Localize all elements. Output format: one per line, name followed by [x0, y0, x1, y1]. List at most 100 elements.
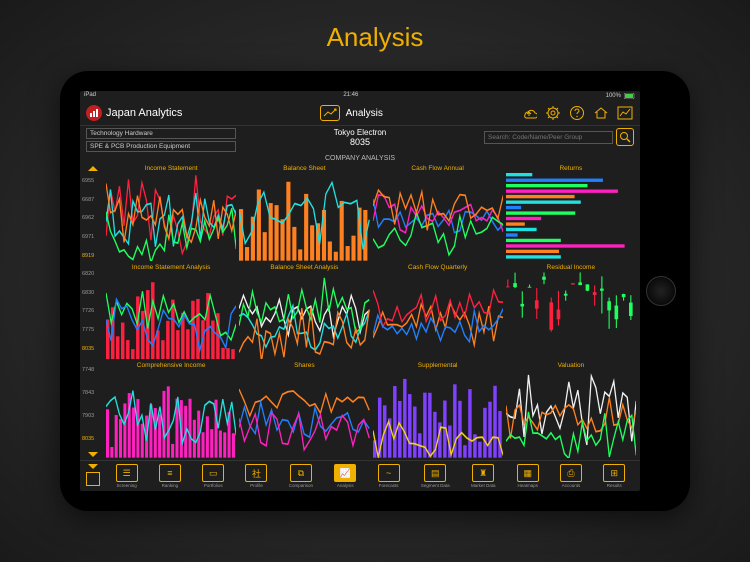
search-icon[interactable] [616, 128, 634, 146]
nav-icon: ⊞ [603, 464, 625, 482]
section-title: COMPANY ANALYSIS [80, 154, 640, 163]
nav-icon: ☰ [116, 464, 138, 482]
nav-icon: ≡ [159, 464, 181, 482]
chart-cell[interactable]: Income Statement [106, 165, 236, 261]
tick-code[interactable]: 6962 [82, 215, 104, 221]
page-heading: Analysis [327, 22, 424, 53]
tick-code[interactable]: 8035 [82, 436, 104, 442]
scroll-down-icon[interactable] [88, 452, 98, 457]
chart-cell[interactable]: Income Statement Analysis [106, 264, 236, 360]
nav-label: Market Data [471, 483, 496, 488]
notes-icon[interactable] [86, 472, 100, 486]
nav-icon: ⧉ [290, 464, 312, 482]
chart-cell[interactable]: Shares [239, 362, 369, 458]
nav-icon: ♜ [472, 464, 494, 482]
nav-item-market-data[interactable]: ♜Market Data [471, 464, 496, 488]
home-button[interactable] [646, 276, 676, 306]
nav-label: Accounts [562, 483, 581, 488]
chart-title: Balance Sheet Analysis [239, 264, 369, 272]
tick-code[interactable]: 7775 [82, 327, 104, 333]
chart-cell[interactable]: Comprehensive Income [106, 362, 236, 458]
chart-body [106, 370, 236, 458]
tick-code[interactable]: 7726 [82, 308, 104, 314]
status-device: iPad [84, 92, 96, 100]
nav-label: Comparison [289, 483, 313, 488]
tick-code[interactable]: 6830 [82, 290, 104, 296]
nav-item-analysis[interactable]: 📈Analysis [334, 464, 356, 488]
status-bar: iPad 21:46 100% [80, 91, 640, 101]
tick-code[interactable]: 6955 [82, 178, 104, 184]
nav-label: Results [607, 483, 622, 488]
nav-item-forecasts[interactable]: ~Forecasts [378, 464, 400, 488]
chart-cell[interactable]: Residual Income [506, 264, 636, 360]
nav-icon: ▤ [424, 464, 446, 482]
category-box: Technology Hardware SPE & PCB Production… [86, 128, 236, 152]
nav-item-screening[interactable]: ☰Screening [116, 464, 138, 488]
nav-item-segment-data[interactable]: ▤Segment Data [421, 464, 450, 488]
chart-cell[interactable]: Supplemental [373, 362, 503, 458]
chart-cell[interactable]: Balance Sheet Analysis [239, 264, 369, 360]
search-box [484, 128, 634, 146]
nav-item-portfolios[interactable]: ▭Portfolios [202, 464, 224, 488]
tick-code[interactable]: 8035 [82, 346, 104, 352]
chart-title: Income Statement [106, 165, 236, 173]
chart-title: Shares [239, 362, 369, 370]
help-icon[interactable] [568, 104, 586, 122]
chart-body [506, 173, 636, 261]
nav-icon: ⎙ [560, 464, 582, 482]
nav-item-accounts[interactable]: ⎙Accounts [560, 464, 582, 488]
tick-code[interactable]: 8919 [82, 253, 104, 259]
subheader: Technology Hardware SPE & PCB Production… [80, 126, 640, 154]
nav-label: Segment Data [421, 483, 450, 488]
category-sector[interactable]: Technology Hardware [86, 128, 236, 139]
cloud-icon[interactable] [520, 104, 538, 122]
nav-label: Profile [250, 483, 263, 488]
chart-icon[interactable] [616, 104, 634, 122]
tick-code[interactable]: 7843 [82, 390, 104, 396]
nav-item-heatmaps[interactable]: ▦Heatmaps [517, 464, 539, 488]
chart-body [506, 370, 636, 458]
nav-item-profile[interactable]: 社Profile [245, 464, 267, 488]
notes-arrow-icon[interactable] [88, 464, 98, 469]
nav-item-ranking[interactable]: ≡Ranking [159, 464, 181, 488]
chart-cell[interactable]: Valuation [506, 362, 636, 458]
chart-body [106, 272, 236, 360]
search-input[interactable] [484, 131, 613, 144]
nav-label: Forecasts [379, 483, 399, 488]
nav-icon: ▦ [517, 464, 539, 482]
chart-title: Cash Flow Quarterly [373, 264, 503, 272]
tick-code[interactable]: 7903 [82, 413, 104, 419]
tick-code[interactable]: 6820 [82, 271, 104, 277]
chart-cell[interactable]: Cash Flow Quarterly [373, 264, 503, 360]
tick-code[interactable]: 6687 [82, 197, 104, 203]
company-code: 8035 [242, 137, 478, 147]
nav-items: ☰Screening ≡Ranking ▭Portfolios 社Profile ⧉Co… [105, 464, 636, 488]
tick-code[interactable]: 6971 [82, 234, 104, 240]
chart-title: Supplemental [373, 362, 503, 370]
chart-body [506, 272, 636, 360]
chart-title: Comprehensive Income [106, 362, 236, 370]
home-icon[interactable] [592, 104, 610, 122]
scroll-up-icon[interactable] [88, 166, 98, 171]
chart-cell[interactable]: Cash Flow Annual [373, 165, 503, 261]
chart-cell[interactable]: Balance Sheet [239, 165, 369, 261]
chart-body [239, 173, 369, 261]
side-ticks: 6955 6687 6962 6971 8919 6820 6830 7726 7775 8035… [80, 163, 106, 460]
nav-label: Ranking [162, 483, 179, 488]
tick-code[interactable]: 7748 [82, 367, 104, 373]
nav-item-results[interactable]: ⊞Results [603, 464, 625, 488]
status-time: 21:46 [343, 92, 358, 100]
category-industry[interactable]: SPE & PCB Production Equipment [86, 141, 236, 152]
nav-item-comparison[interactable]: ⧉Comparison [289, 464, 313, 488]
battery-icon [624, 93, 636, 99]
chart-body [373, 173, 503, 261]
ipad-frame: iPad 21:46 100% Japan Analytics Analysis [60, 71, 690, 511]
chart-body [239, 272, 369, 360]
chart-body [373, 370, 503, 458]
nav-icon: 📈 [334, 464, 356, 482]
main-content: 6955 6687 6962 6971 8919 6820 6830 7726 7775 8035… [80, 163, 640, 460]
chart-body [239, 370, 369, 458]
gear-icon[interactable] [544, 104, 562, 122]
chart-cell[interactable]: Returns [506, 165, 636, 261]
chart-title: Balance Sheet [239, 165, 369, 173]
